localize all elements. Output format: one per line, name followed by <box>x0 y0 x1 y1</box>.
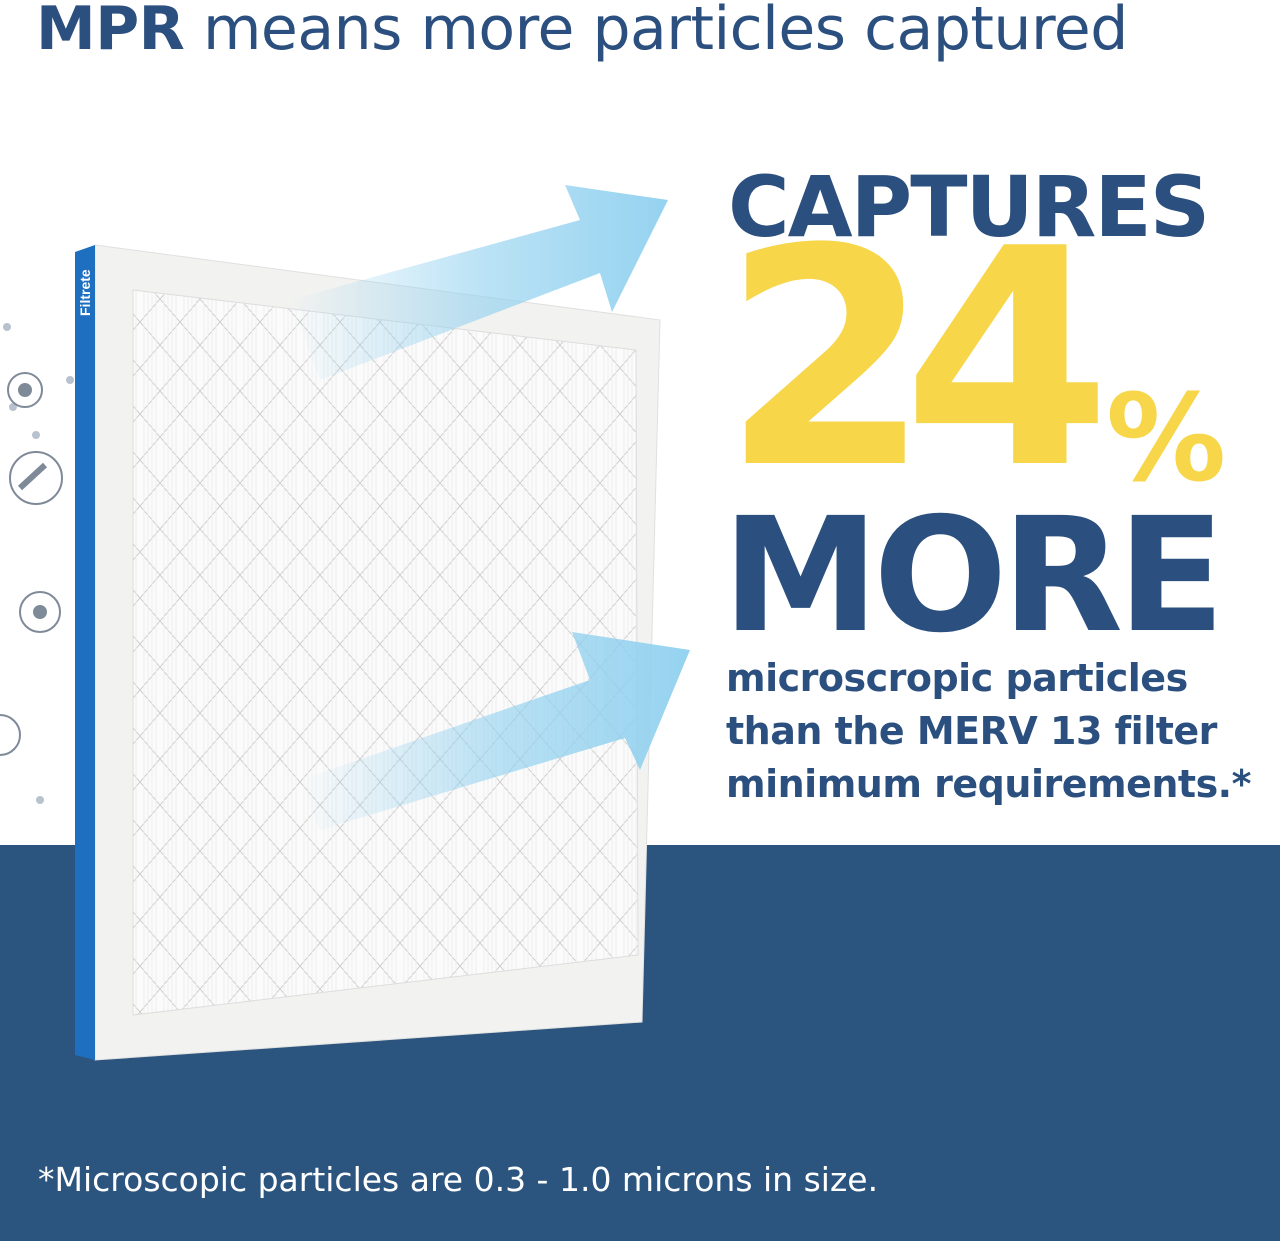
percent-sign: % <box>1106 370 1227 509</box>
more-heading: MORE <box>722 484 1225 668</box>
filter-media <box>132 289 639 1016</box>
brand-label: Filtrete <box>77 269 93 316</box>
description-line: than the MERV 13 filter <box>726 709 1217 753</box>
captures-heading: CAPTURES <box>728 158 1210 256</box>
title-bold: MPR <box>36 0 185 64</box>
filter-blue-edge <box>75 245 95 1060</box>
title-rest: means more particles captured <box>184 0 1128 64</box>
description: microscropic particles than the MERV 13 … <box>726 652 1252 811</box>
dust-sprinkle-icon <box>9 451 63 505</box>
particle-icon <box>19 591 61 633</box>
pet-dander-icon <box>0 714 21 756</box>
page-title: MPR means more particles captured <box>36 0 1128 64</box>
percentage-number: 24 <box>722 185 1112 534</box>
footnote: *Microscopic particles are 0.3 - 1.0 mic… <box>38 1160 879 1199</box>
airflow-arrow-top <box>290 185 668 380</box>
description-line: minimum requirements.* <box>726 762 1252 806</box>
description-line: microscropic particles <box>726 656 1188 700</box>
particle-icon <box>7 372 43 408</box>
airflow-arrow-bottom <box>300 632 690 830</box>
particle-dots <box>3 323 74 804</box>
